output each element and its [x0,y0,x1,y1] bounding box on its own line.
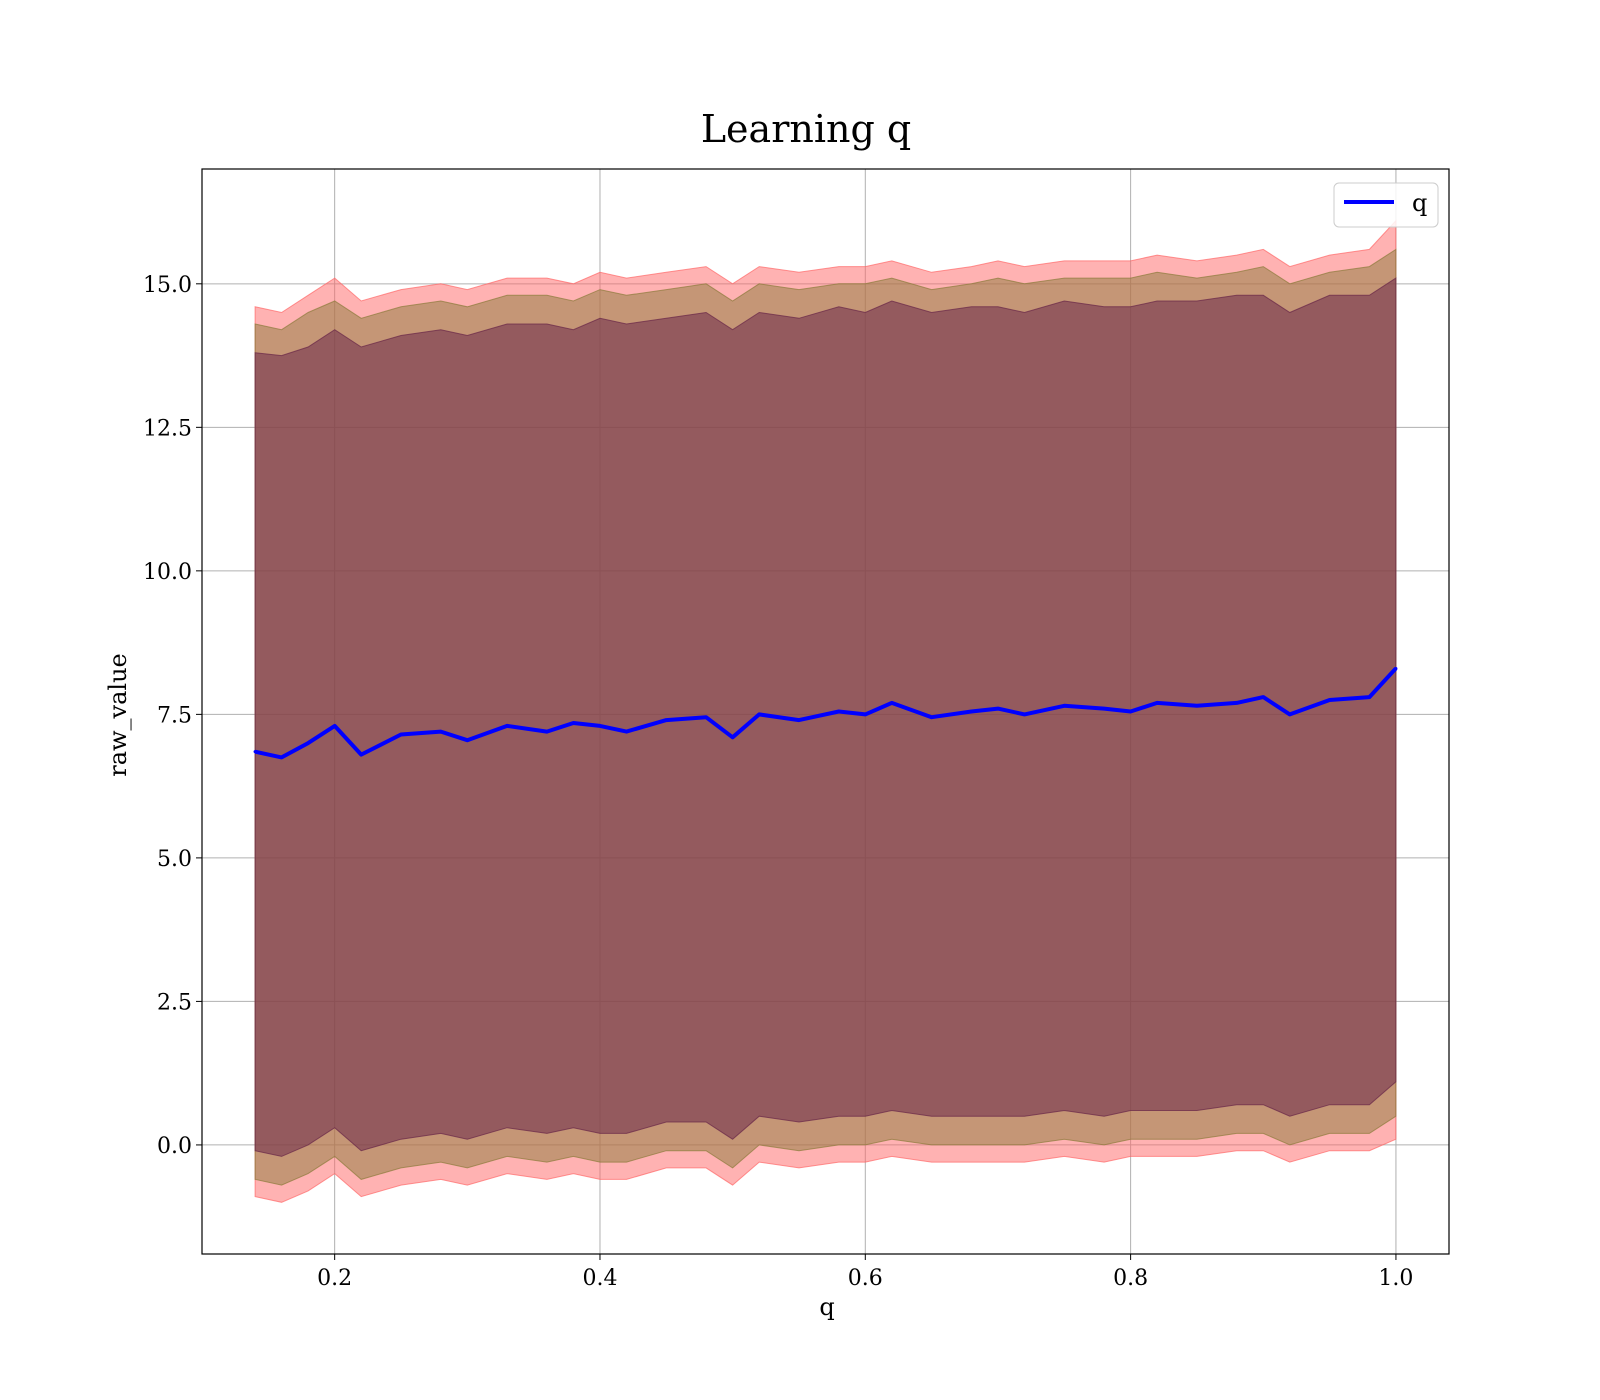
data-point [306,741,310,745]
data-point [969,710,973,713]
data-point [571,721,575,725]
legend: q [1333,182,1439,228]
data-point [930,715,934,719]
data-point [399,732,403,736]
data-point [465,738,469,742]
legend-label: q [1412,189,1427,217]
data-point [837,710,841,713]
confidence-bands [254,219,1397,1203]
data-point [996,707,1000,711]
y-tick-label: 15.0 [143,273,192,298]
x-tick-label: 0.4 [582,1266,617,1291]
data-point [863,712,867,716]
data-point [253,750,257,754]
data-point [1235,701,1239,705]
data-point [1328,698,1332,702]
plot-frame [201,168,1450,1255]
x-tick-label: 0.6 [848,1266,883,1291]
data-point [731,735,735,739]
data-point [439,730,443,734]
data-point [505,724,509,728]
y-tick-label: 7.5 [157,703,192,728]
data-point [1195,704,1199,708]
data-point [333,724,337,728]
data-point [1062,704,1066,708]
data-point [1129,710,1133,713]
data-point [890,701,894,705]
y-tick-label: 10.0 [143,560,192,585]
data-point [1155,701,1159,705]
x-tick-label: 0.8 [1113,1266,1148,1291]
legend-box [1333,182,1439,228]
data-point [1367,695,1371,699]
y-tick-label: 5.0 [157,847,192,872]
data-point [1102,707,1106,711]
y-axis-label: raw_value [104,653,132,777]
x-tick-label: 0.2 [317,1266,352,1291]
y-tick-label: 2.5 [157,990,192,1015]
data-point [545,730,549,734]
data-point [757,712,761,716]
data-point [625,730,629,734]
data-point [1022,712,1026,716]
x-tick-label: 1.0 [1378,1266,1413,1291]
data-point [797,718,801,722]
x-axis-label: q [819,1293,834,1321]
series-line-q [254,667,1398,760]
data-point [664,718,668,722]
chart-title: Learning q [701,107,911,151]
y-tick-label: 12.5 [143,416,192,441]
plot-area: 0.2 0.4 0.6 0.8 1.0 0.0 2.5 5.0 7.5 10.0 12.5 15.0 q [143,168,1450,1291]
data-point [1288,712,1292,716]
data-point [280,755,284,759]
y-tick-label: 0.0 [157,1134,192,1159]
band-area-3 [254,277,1397,1157]
data-point [1394,666,1398,670]
data-point [598,724,602,728]
data-point [704,715,708,719]
data-point [1261,695,1265,699]
data-point [359,753,363,757]
